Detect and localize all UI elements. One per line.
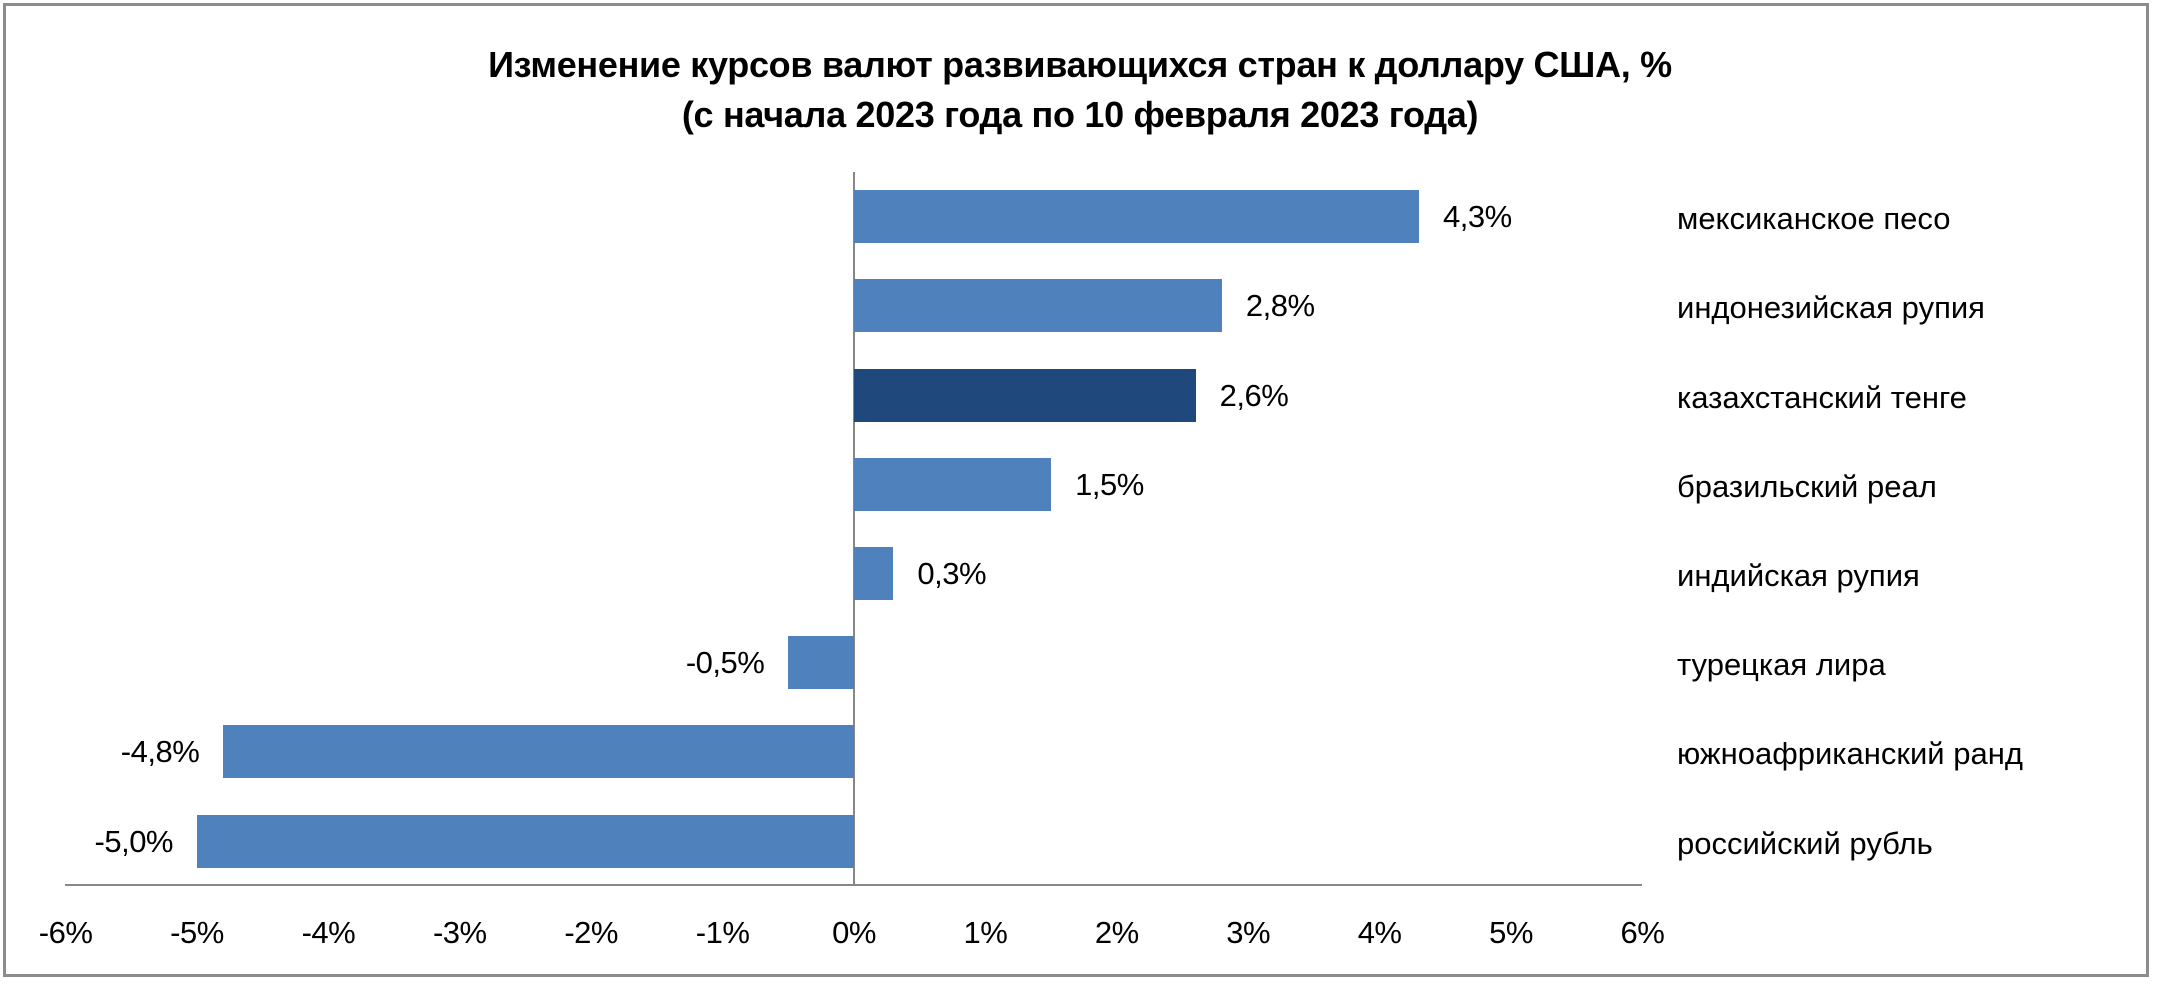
category-label: индийская рупия (1677, 557, 1920, 593)
x-tick-label: 1% (963, 915, 1008, 950)
x-tick-label: 3% (1226, 915, 1271, 950)
category-label: южноафриканский ранд (1677, 735, 2023, 771)
bar-0 (854, 190, 1420, 243)
x-tick-label: 0% (832, 915, 876, 950)
x-axis-line (65, 884, 1642, 886)
data-label: -4,8% (120, 733, 200, 769)
zero-axis-line (853, 172, 855, 886)
x-tick-label: 2% (1094, 915, 1139, 950)
chart-title: Изменение курсов валют развивающихся стр… (0, 40, 2160, 140)
bar-7 (197, 815, 854, 868)
data-label: 2,8% (1245, 287, 1315, 323)
data-label: -5,0% (94, 823, 174, 859)
chart-frame (3, 3, 2149, 977)
data-label: 1,5% (1075, 466, 1144, 502)
bar-6 (223, 725, 854, 778)
data-label: 0,3% (917, 555, 987, 591)
x-tick-label: -4% (301, 915, 356, 950)
category-label: казахстанский тенге (1677, 379, 1967, 415)
chart-title-line2: (с начала 2023 года по 10 февраля 2023 г… (681, 94, 1479, 135)
category-label: турецкая лира (1677, 646, 1886, 682)
category-label: бразильский реал (1677, 468, 1937, 504)
bar-4 (854, 547, 894, 600)
bar-3 (854, 458, 1052, 511)
x-tick-label: 5% (1489, 915, 1533, 950)
x-tick-label: -5% (170, 915, 224, 950)
category-label: индонезийская рупия (1677, 289, 1985, 325)
x-tick-label: -6% (38, 915, 93, 950)
bar-1 (854, 279, 1222, 332)
x-tick-label: -2% (564, 915, 618, 950)
x-tick-label: -1% (695, 915, 750, 950)
x-tick-label: -3% (432, 915, 487, 950)
category-label: мексиканское песо (1677, 200, 1951, 236)
data-label: 2,6% (1219, 377, 1289, 413)
data-label: 4,3% (1443, 198, 1512, 234)
bar-5 (788, 636, 854, 689)
x-tick-label: 4% (1357, 915, 1402, 950)
chart-title-line1: Изменение курсов валют развивающихся стр… (488, 44, 1672, 85)
category-label: российский рубль (1677, 825, 1933, 861)
x-tick-label: 6% (1620, 915, 1665, 950)
data-label: -0,5% (685, 644, 765, 680)
bar-2 (854, 369, 1196, 422)
